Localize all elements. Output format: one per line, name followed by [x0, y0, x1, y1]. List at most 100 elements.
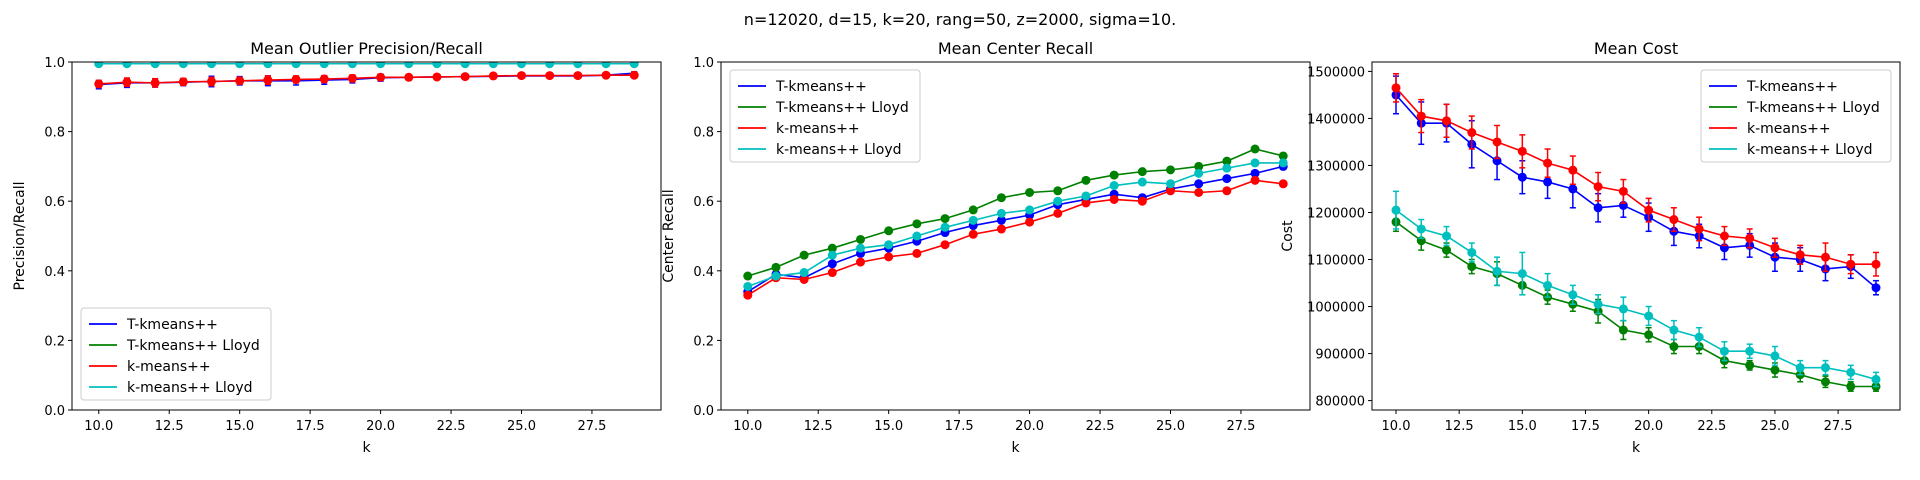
y-axis-label: Cost — [1280, 220, 1296, 252]
data-point — [1278, 158, 1288, 168]
data-point — [1846, 381, 1856, 391]
data-point — [996, 208, 1006, 218]
data-point — [1719, 231, 1729, 241]
data-point — [291, 74, 301, 84]
y-tick-label: 1200000 — [1307, 206, 1365, 221]
legend: T-kmeans++ T-kmeans++ Lloyd k-means++ k-mea… — [1700, 69, 1892, 163]
data-point — [545, 62, 555, 69]
data-point — [1871, 374, 1881, 384]
series-line — [747, 165, 1284, 293]
data-point — [94, 79, 104, 89]
series-t-kmeans-lloyd — [743, 144, 1288, 281]
y-tick-label: 0.2 — [693, 334, 714, 349]
x-tick-label: 10.0 — [1382, 419, 1411, 434]
axes-frame — [1371, 61, 1901, 411]
series-t-kmeans- — [743, 161, 1288, 297]
data-point — [1492, 266, 1502, 276]
data-point — [912, 219, 922, 229]
data-point — [996, 215, 1006, 225]
y-tick-label: 0.0 — [693, 404, 714, 419]
chart-title: Mean Outlier Precision/Recall — [250, 39, 483, 58]
data-point — [1109, 181, 1119, 191]
center-recall-chart: Mean Center Recall k Center Recall 10.0 12.5… — [661, 39, 1311, 456]
legend-label: T-kmeans++ — [126, 317, 218, 333]
x-tick-label: 17.5 — [296, 419, 325, 434]
series-line — [98, 74, 635, 85]
data-point — [488, 62, 498, 69]
data-point — [856, 257, 865, 267]
data-point — [1543, 177, 1553, 187]
data-point — [827, 243, 837, 253]
data-point — [207, 62, 216, 69]
data-point — [1517, 146, 1527, 156]
series-k-means- — [1391, 73, 1881, 277]
y-tick-label: 800000 — [1315, 395, 1365, 410]
data-point — [799, 275, 809, 284]
data-point — [1222, 186, 1232, 196]
series-line — [1395, 209, 1877, 381]
x-tick-label: 20.0 — [1634, 419, 1663, 434]
data-point — [1593, 182, 1603, 192]
data-point — [1467, 262, 1477, 272]
series-t-kmeans- — [95, 70, 638, 90]
series-k-means- — [743, 175, 1288, 300]
y-tick-label: 0.8 — [44, 126, 65, 141]
legend: T-kmeans++ T-kmeans++ Lloyd k-means++ k-mea… — [80, 307, 272, 401]
data-point — [1222, 156, 1232, 166]
y-tick-label: 0.4 — [693, 265, 714, 280]
data-point — [1442, 231, 1452, 241]
data-point — [1694, 224, 1704, 234]
data-point — [884, 252, 894, 262]
data-point — [488, 71, 498, 81]
data-point — [1416, 224, 1426, 234]
data-point — [940, 214, 950, 224]
data-point — [1517, 172, 1527, 182]
legend-box — [80, 307, 272, 401]
data-point — [376, 72, 386, 82]
data-point — [1517, 269, 1527, 279]
y-tick-label: 1100000 — [1307, 254, 1365, 269]
data-point — [1250, 175, 1260, 185]
data-point — [1467, 247, 1477, 257]
data-point — [968, 215, 978, 225]
data-point — [1025, 205, 1035, 215]
y-tick-label: 1.0 — [44, 56, 65, 71]
x-tick-label: 17.5 — [1571, 419, 1600, 434]
data-point — [545, 71, 555, 81]
series-k-means-lloyd — [94, 62, 639, 69]
data-point — [404, 72, 414, 82]
data-point — [1492, 137, 1502, 147]
legend-box — [1700, 69, 1892, 163]
legend-box — [729, 69, 921, 163]
y-tick-label: 1400000 — [1307, 112, 1365, 127]
data-point — [1871, 283, 1881, 293]
data-point — [827, 250, 837, 260]
data-point — [1391, 83, 1401, 93]
data-point — [1109, 170, 1119, 180]
precision-recall-chart: Mean Outlier Precision/Recall k Precision/… — [12, 39, 662, 456]
x-tick-label: 22.5 — [1697, 419, 1726, 434]
data-point — [1442, 245, 1452, 255]
legend-label: T-kmeans++ — [1746, 79, 1838, 95]
x-tick-label: 12.5 — [155, 419, 184, 434]
data-point — [1166, 179, 1175, 189]
data-point — [263, 62, 273, 69]
data-point — [1442, 116, 1452, 126]
plot-area — [94, 62, 639, 90]
data-point — [996, 224, 1006, 234]
data-point — [1795, 363, 1805, 373]
data-point — [1025, 188, 1035, 197]
chart-title: Mean Center Recall — [938, 39, 1093, 58]
data-point — [1543, 280, 1553, 290]
data-point — [207, 76, 216, 86]
series-k-means-lloyd — [743, 158, 1288, 291]
y-tick-label: 1500000 — [1307, 65, 1365, 80]
data-point — [235, 76, 245, 86]
data-point — [291, 62, 301, 69]
y-axis-label: Precision/Recall — [12, 182, 28, 291]
data-point — [743, 271, 753, 281]
data-point — [799, 268, 809, 278]
x-tick-label: 17.5 — [945, 419, 974, 434]
data-point — [1194, 168, 1204, 178]
x-axis-label: k — [362, 440, 371, 456]
